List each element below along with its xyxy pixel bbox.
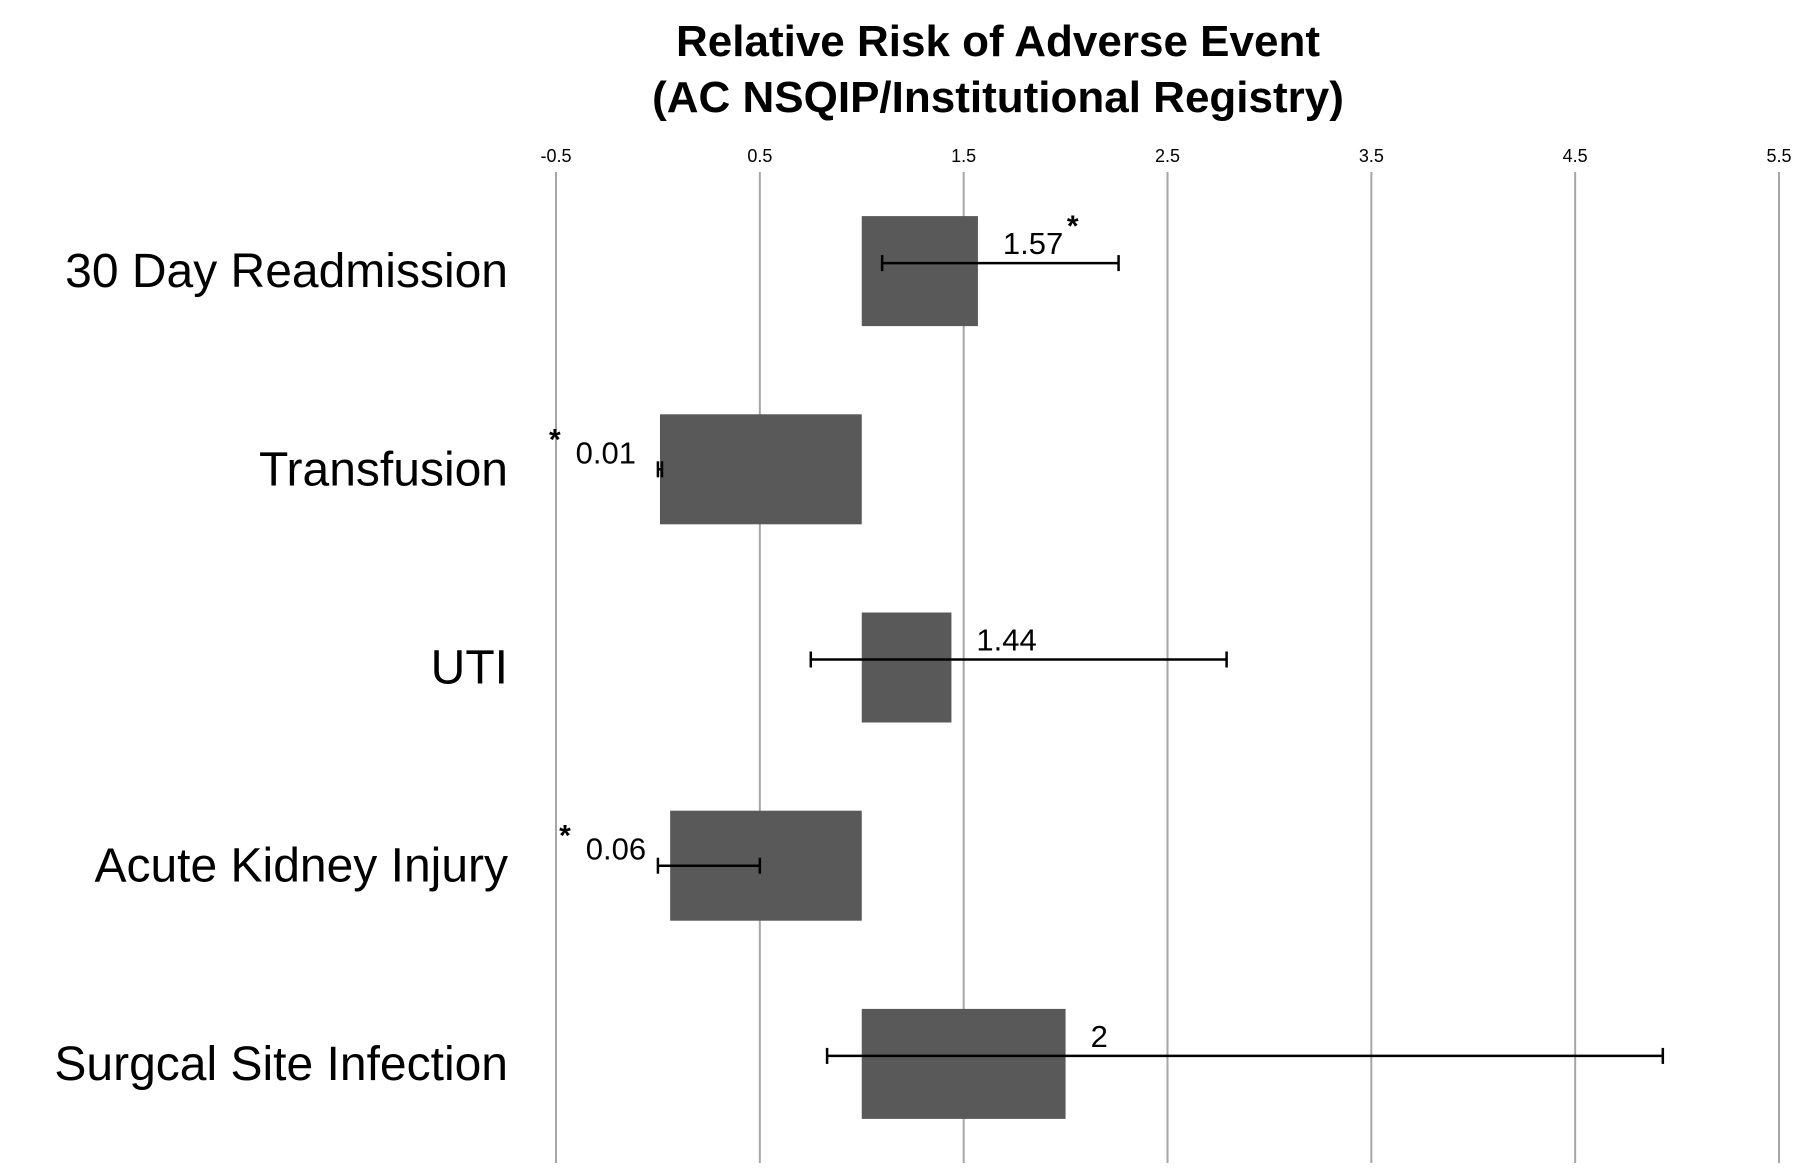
data-label: 1.44 (976, 623, 1036, 658)
x-tick-label: 4.5 (1563, 146, 1588, 166)
significance-marker: * (559, 820, 571, 853)
category-label: UTI (431, 642, 508, 695)
significance-marker: * (1067, 210, 1079, 243)
bars (659, 216, 1066, 1119)
data-label: 1.57 (1003, 226, 1063, 261)
category-labels: 30 Day Readmission Transfusion UTI Acute Ki… (54, 245, 508, 1091)
category-label: Transfusion (259, 443, 508, 496)
x-tick-label: -0.5 (540, 146, 571, 166)
data-label: 2 (1091, 1019, 1108, 1054)
x-tick-label: 5.5 (1766, 146, 1791, 166)
bar (659, 414, 862, 525)
x-tick-label: 0.5 (747, 146, 772, 166)
x-tick-label: 3.5 (1359, 146, 1384, 166)
chart-title-line-1: Relative Risk of Adverse Event (676, 17, 1320, 66)
chart-title-line-2: (AC NSQIP/Institutional Registry) (652, 73, 1344, 122)
grid-lines (555, 172, 1780, 1163)
category-label: Surgcal Site Infection (54, 1038, 508, 1091)
data-label: 0.06 (586, 832, 646, 867)
bar (861, 1008, 1066, 1119)
category-label: 30 Day Readmission (65, 245, 508, 298)
bar (861, 612, 952, 723)
data-label: 0.01 (576, 435, 636, 470)
significance-marker: * (549, 423, 561, 456)
x-tick-label: 2.5 (1155, 146, 1180, 166)
error-bars (656, 255, 1665, 1064)
x-tick-label: 1.5 (951, 146, 976, 166)
x-axis-tick-labels: -0.5 0.5 1.5 2.5 3.5 4.5 5.5 (540, 146, 1791, 166)
category-label: Acute Kidney Injury (94, 840, 508, 893)
bar (861, 216, 978, 327)
data-labels: 1.57 *0.01*1.440.06*2 (549, 210, 1108, 1054)
